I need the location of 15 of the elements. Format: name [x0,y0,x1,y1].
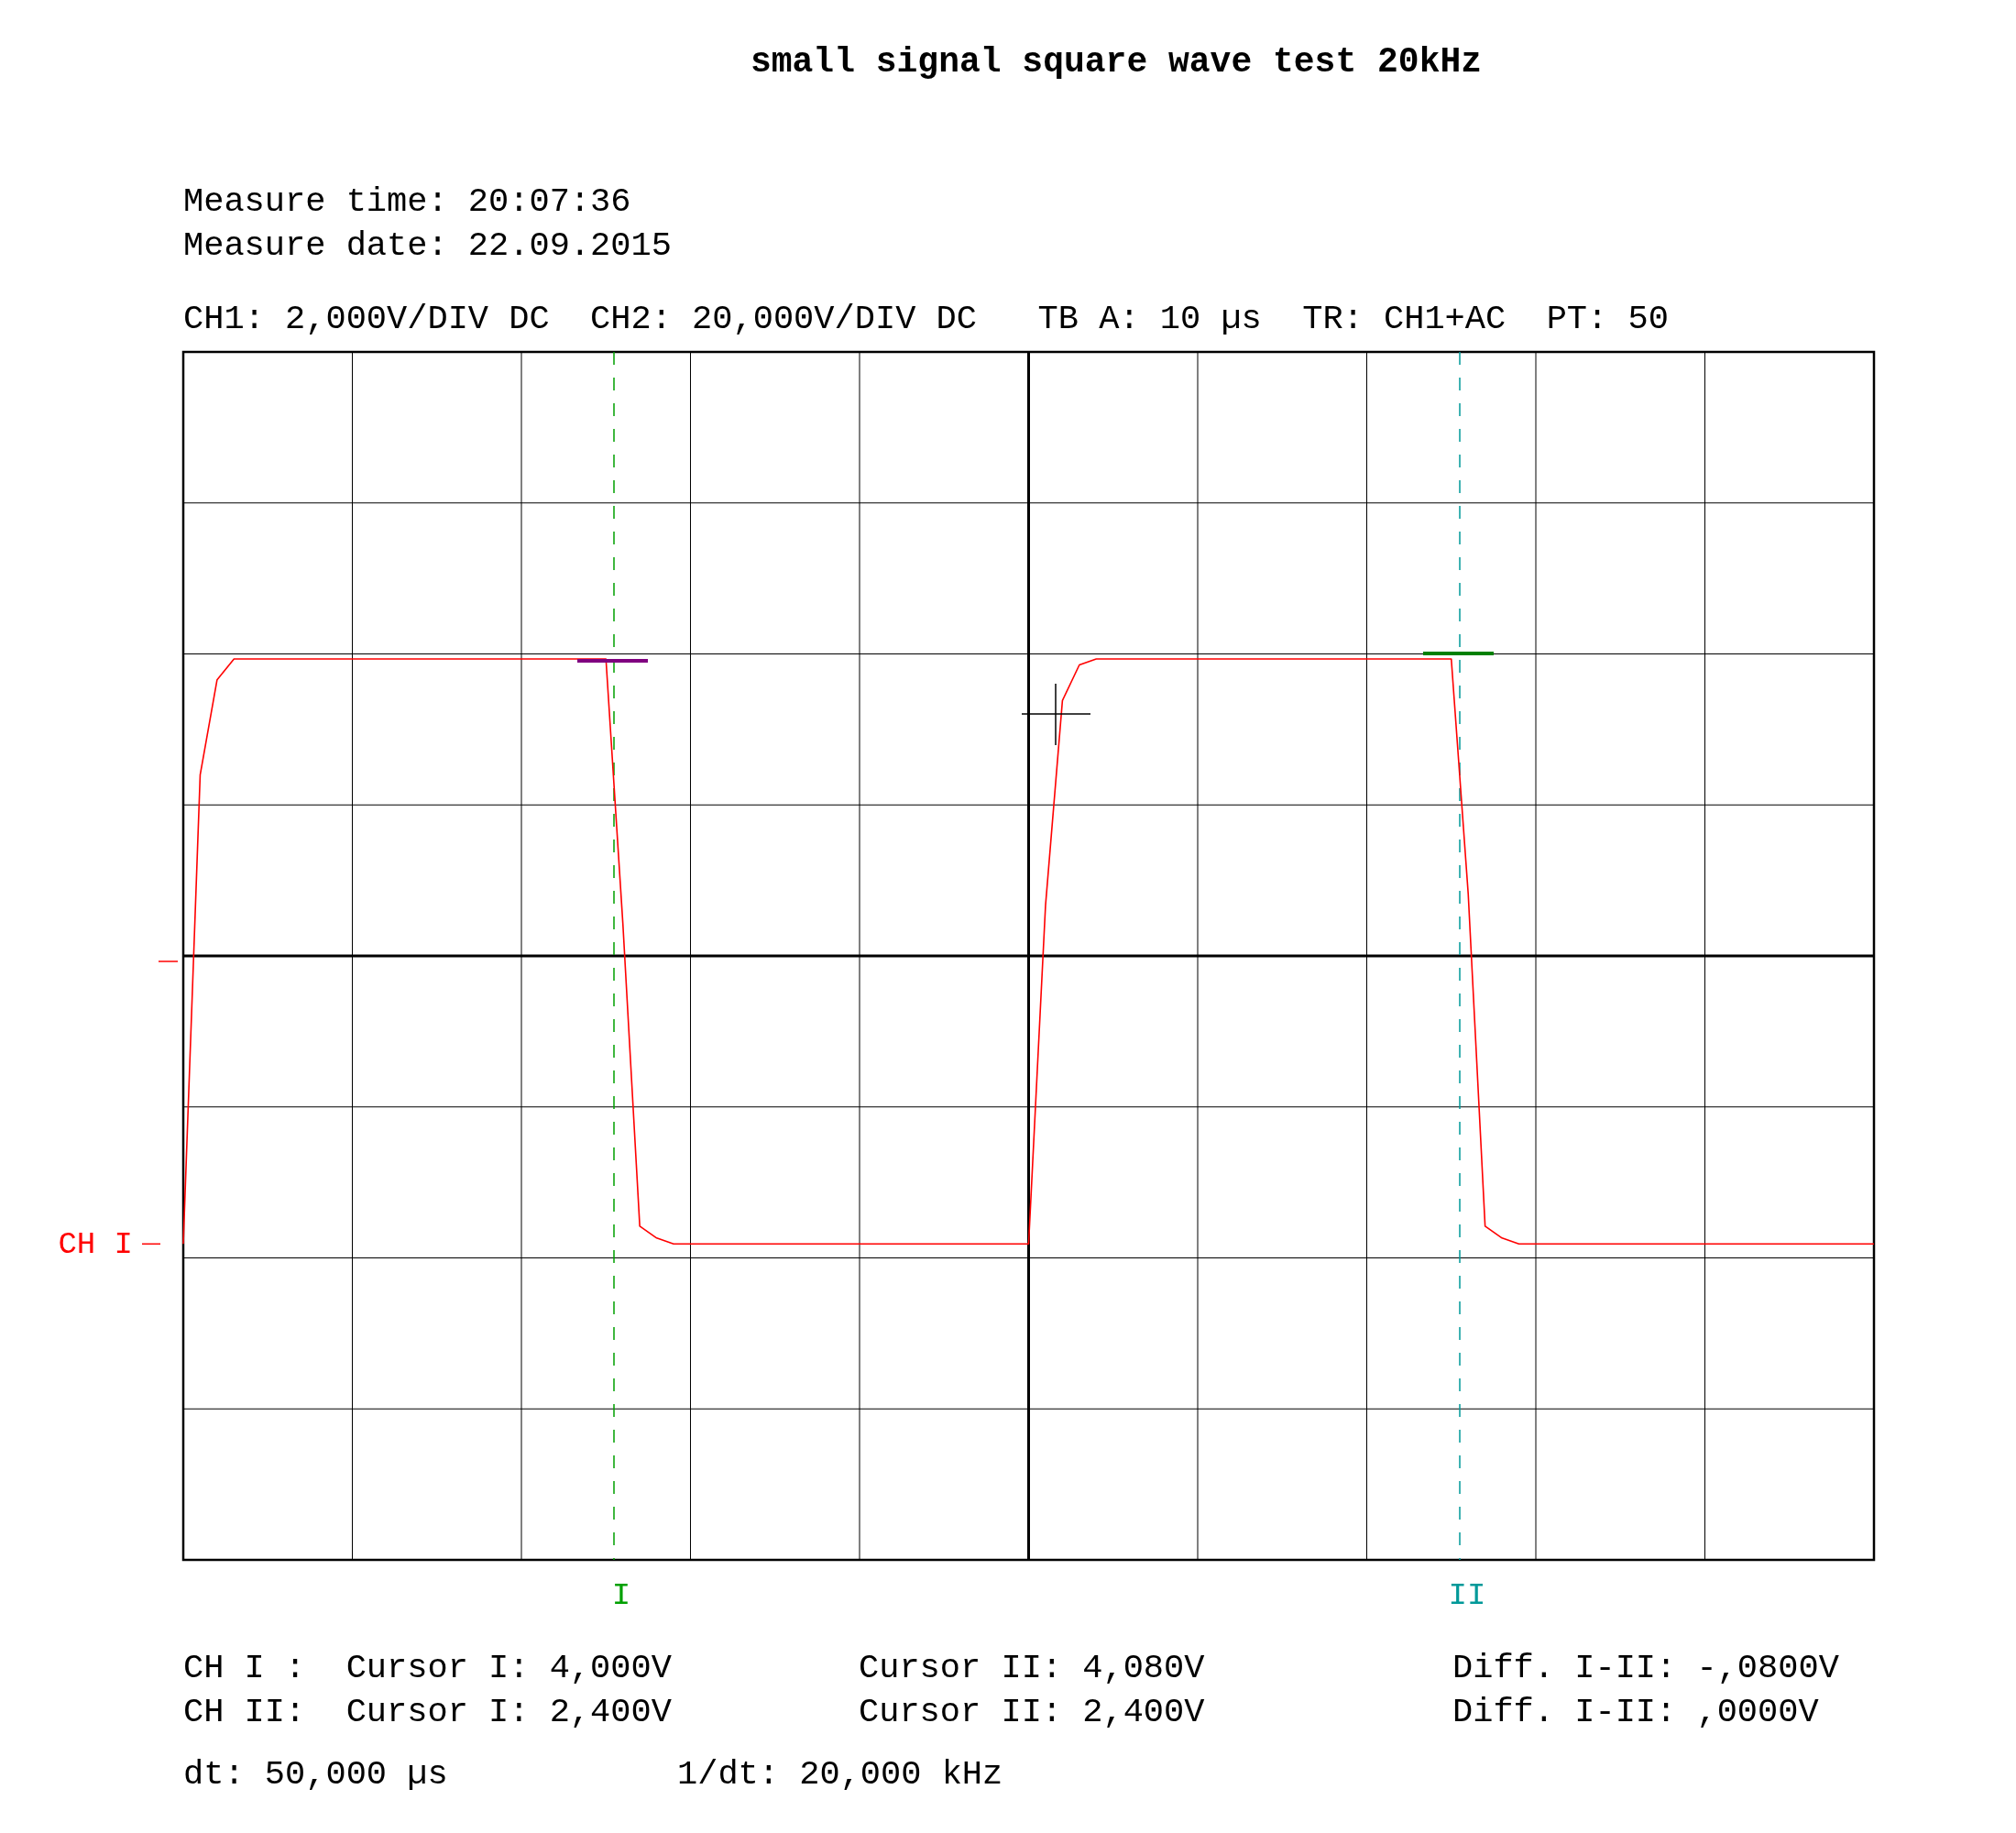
text: Cursor II: 4,080V [859,1649,1205,1687]
text: Measure date: 22.09.2015 [183,226,672,265]
text: Diff. I-II: ,0000V [1452,1693,1819,1731]
text: CH1: 2,000V/DIV DC CH2: 20,000V/DIV DC TB A: 10 µs TR: CH1+AC PT: 50 [183,300,1669,338]
chart-title: small signal square wave test 20kHz [750,42,1483,82]
text: Cursor II: 2,400V [859,1693,1205,1731]
text: I [611,1578,631,1613]
text: Diff. I-II: -,0800V [1452,1649,1839,1687]
text: CH I : Cursor I: 4,000V [183,1649,672,1687]
text: CH II: Cursor I: 2,400V [183,1693,672,1731]
text: Measure time: 20:07:36 [183,182,631,221]
text: 1/dt: 20,000 kHz [677,1755,1003,1794]
legend-label: CH I [58,1227,133,1263]
text: dt: 50,000 µs [183,1755,448,1794]
text: II [1448,1578,1486,1613]
